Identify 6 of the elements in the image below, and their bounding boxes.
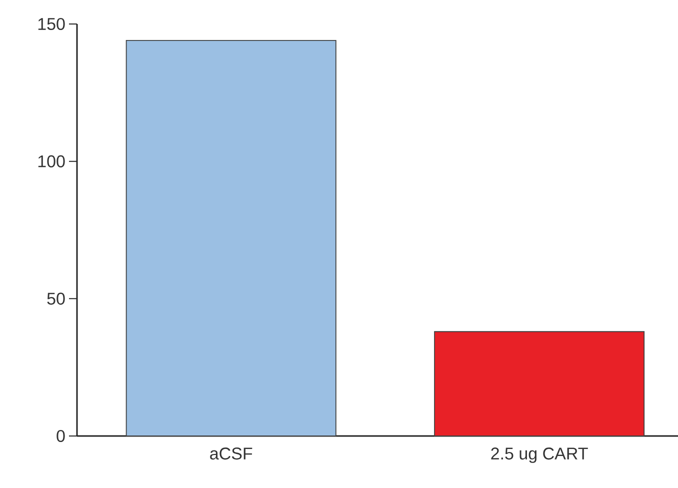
y-tick-label: 100 bbox=[38, 155, 65, 168]
y-tick-label: 0 bbox=[56, 430, 65, 442]
y-tick-label: 150 bbox=[38, 18, 65, 30]
x-tick-label: 2.5 ug CART bbox=[491, 448, 588, 463]
y-tick-label: 50 bbox=[47, 292, 65, 305]
x-tick-label: aCSF bbox=[210, 448, 252, 460]
